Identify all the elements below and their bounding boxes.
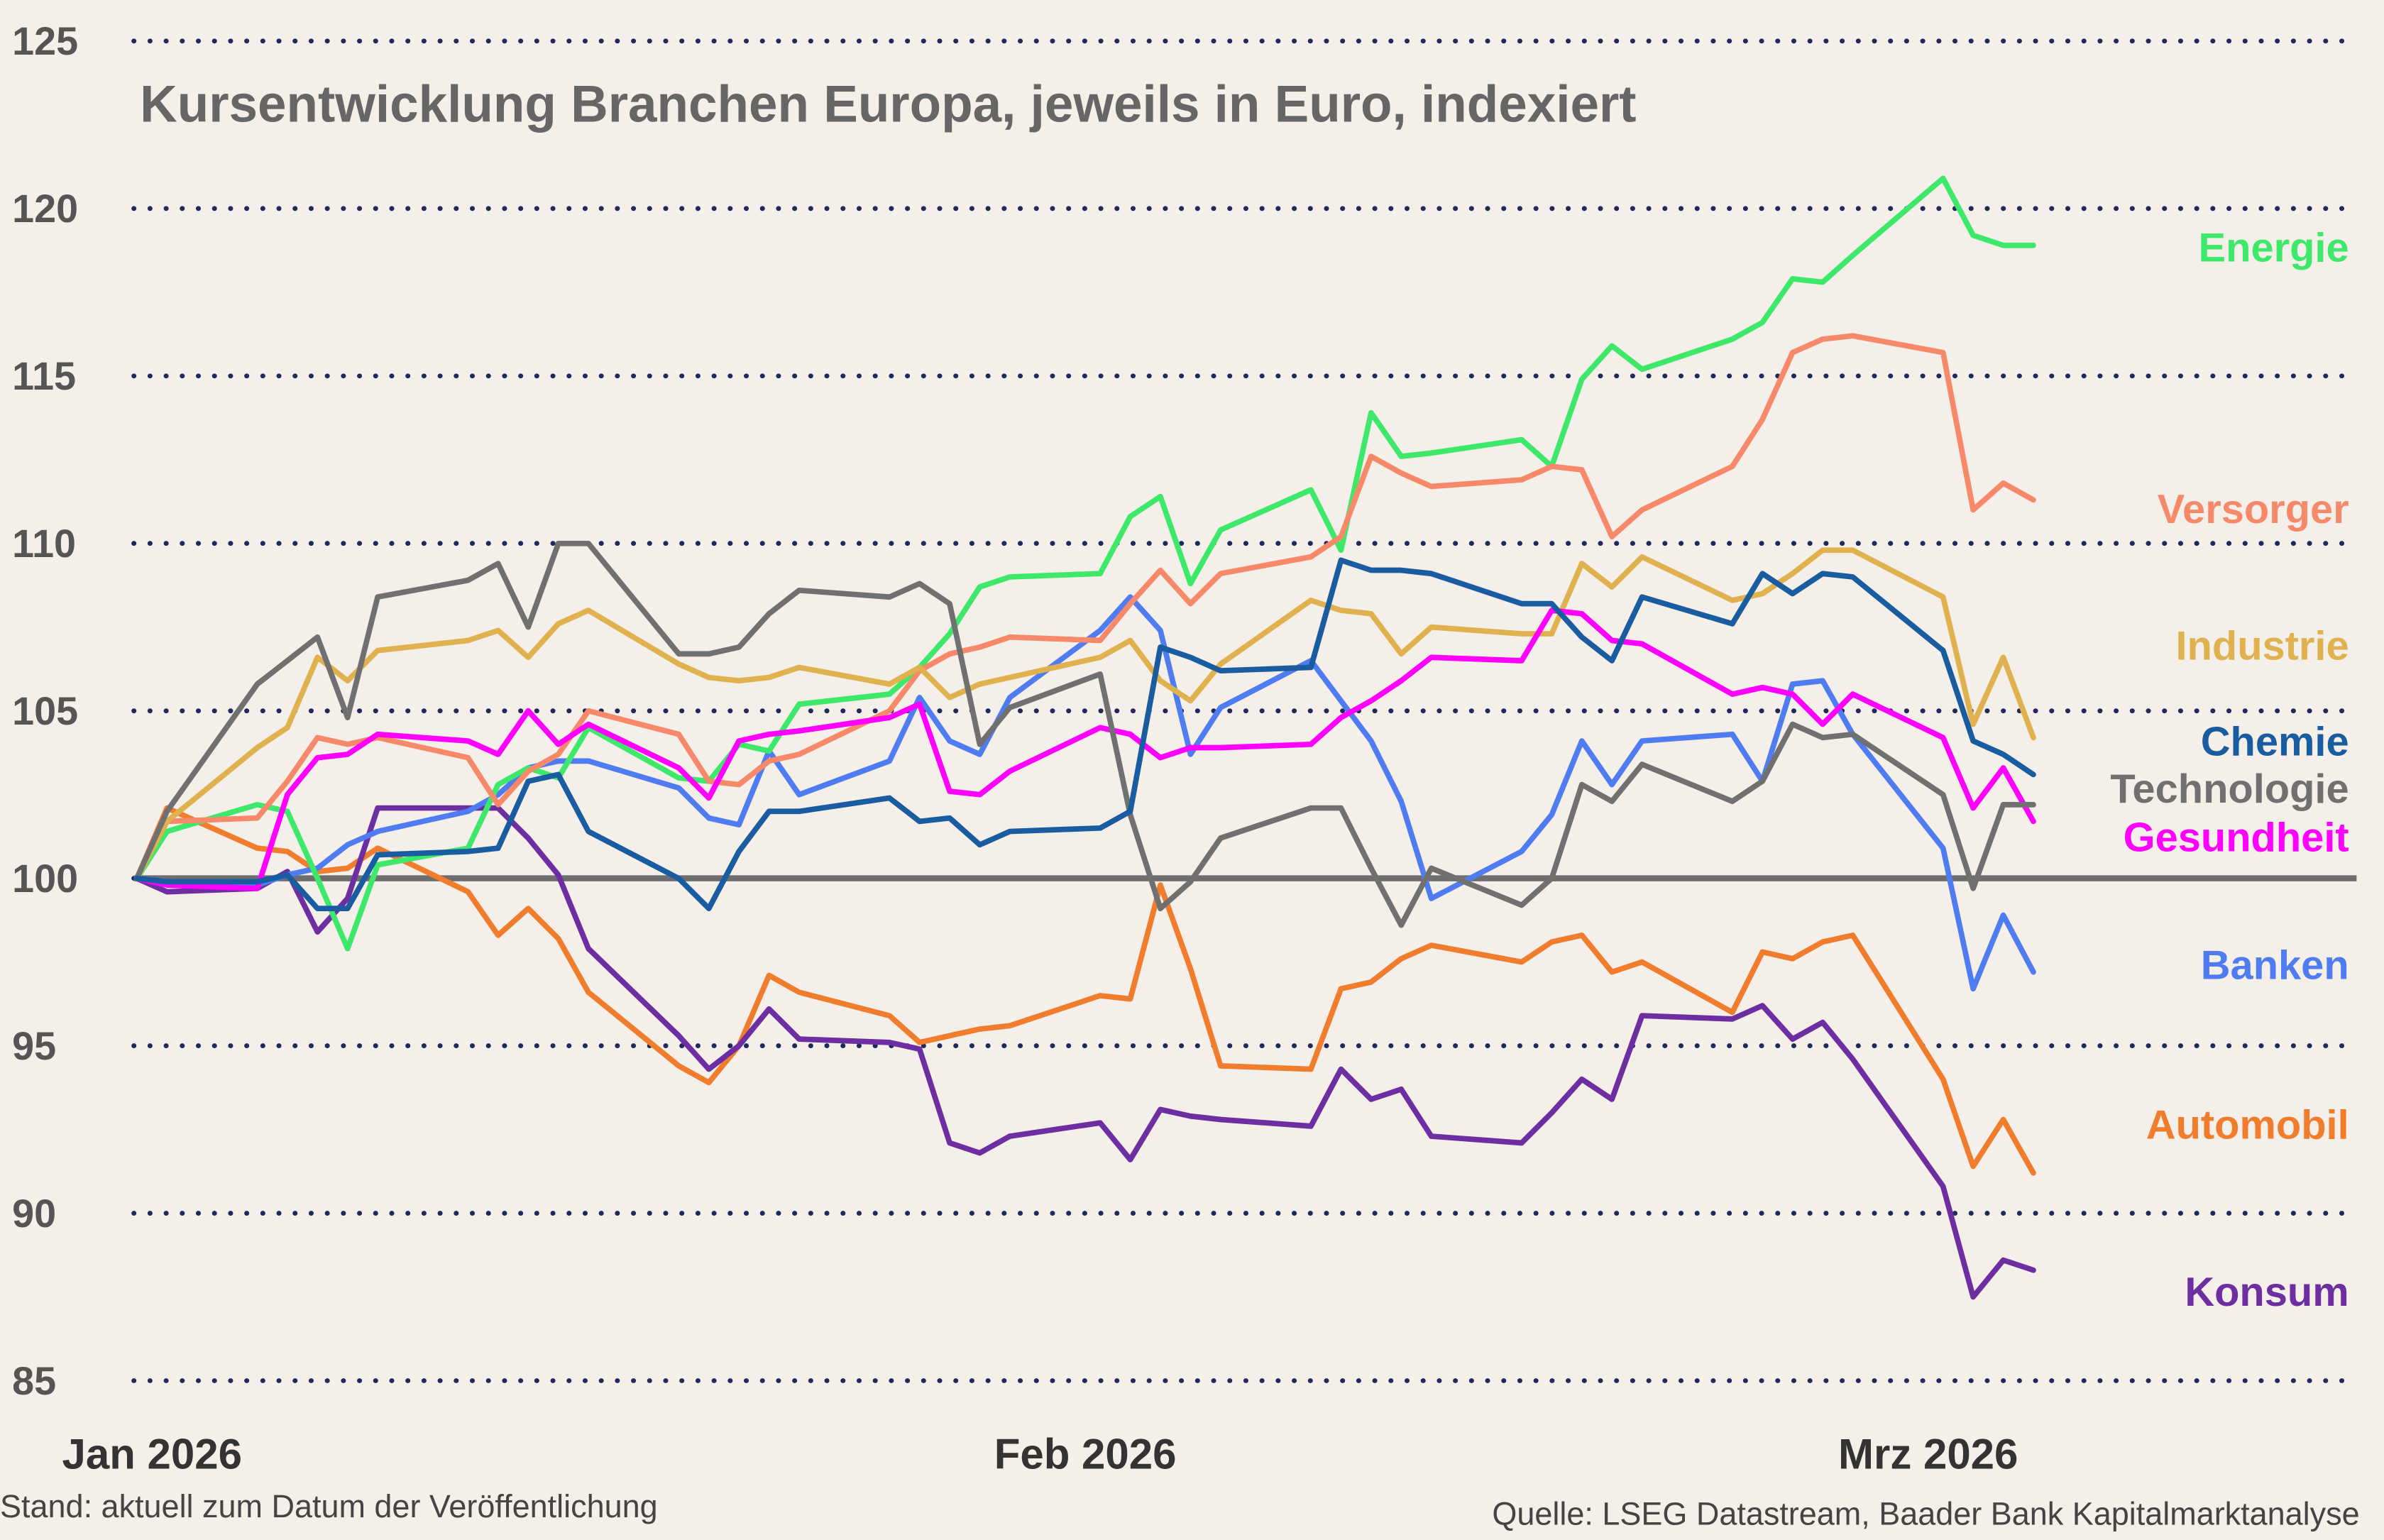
series-label-automobil: Automobil: [2146, 1102, 2349, 1148]
chart-title: Kursentwicklung Branchen Europa, jeweils…: [140, 75, 1636, 133]
x-tick-label: Jan 2026: [62, 1430, 242, 1478]
y-tick-label: 100: [12, 857, 78, 901]
series-label-industrie: Industrie: [2175, 624, 2349, 669]
y-tick-label: 95: [12, 1024, 56, 1068]
series-line-chemie: [133, 557, 2036, 912]
y-tick-label: 120: [12, 187, 78, 231]
series-line-automobil: [133, 805, 2036, 1176]
series-line-konsum: [133, 805, 2036, 1300]
x-tick-label: Feb 2026: [994, 1430, 1177, 1478]
series-line-banken: [133, 594, 2036, 992]
series-label-konsum: Konsum: [2185, 1270, 2349, 1315]
y-tick-label: 125: [12, 19, 78, 63]
footer-source: Quelle: LSEG Datastream, Baader Bank Kap…: [1492, 1496, 2359, 1532]
y-axis-ticks: 125 120 115 110 105 100 95 90 85: [12, 19, 78, 1403]
y-tick-label: 115: [12, 354, 76, 398]
series-label-gesundheit: Gesundheit: [2124, 815, 2349, 861]
footer-note: Stand: aktuell zum Datum der Veröffentli…: [0, 1488, 658, 1524]
series-label-versorger: Versorger: [2158, 487, 2349, 532]
series-line-gesundheit: [133, 607, 2036, 891]
series-line-versorger: [133, 333, 2036, 881]
series-label-banken: Banken: [2201, 943, 2349, 989]
x-axis-ticks: Jan 2026 Feb 2026 Mrz 2026: [62, 1430, 2018, 1478]
x-tick-label: Mrz 2026: [1838, 1430, 2018, 1478]
series-labels: Energie Versorger Industrie ChemieTechnolog…: [2110, 225, 2349, 1315]
series-label-technologie: Technologie: [2110, 766, 2349, 812]
y-tick-label: 105: [12, 689, 78, 733]
series-label-energie: Energie: [2199, 225, 2349, 270]
y-tick-label: 90: [12, 1192, 56, 1236]
series-lines: [133, 175, 2036, 1300]
y-tick-label: 110: [12, 522, 76, 566]
series-label-chemie: Chemie: [2201, 720, 2349, 765]
series-line-technologie: [133, 540, 2036, 928]
y-tick-label: 85: [12, 1359, 56, 1403]
series-line-energie: [133, 175, 2036, 952]
